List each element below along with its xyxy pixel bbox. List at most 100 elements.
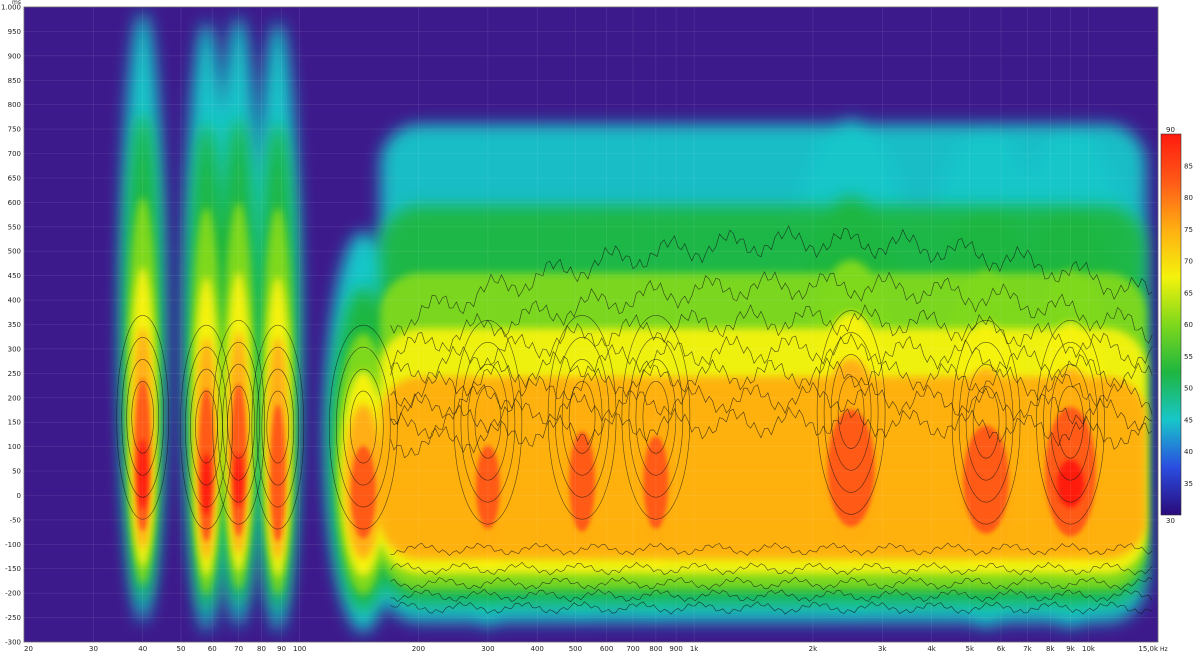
contour-ring xyxy=(256,346,300,508)
x-tick-label: 70 xyxy=(234,645,243,653)
y-tick-label: 800 xyxy=(8,101,21,109)
contour-ring xyxy=(217,341,260,503)
contour-line xyxy=(390,357,1153,426)
contour-ring xyxy=(561,358,603,476)
y-tick-label: -300 xyxy=(5,639,21,647)
y-tick-label: 50 xyxy=(12,468,21,476)
y-tick-label: -50 xyxy=(10,516,21,524)
colorbar: 90 85 80 75 70 65 60 55 50 45 40 35 30 xyxy=(1160,126,1193,525)
colorbar-tick-label: 65 xyxy=(1184,289,1193,297)
x-tick-label: 8k xyxy=(1046,645,1055,653)
contour-ring xyxy=(958,341,1014,503)
contour-ring xyxy=(116,314,169,520)
y-tick-label: 150 xyxy=(8,419,21,427)
x-tick-label: 80 xyxy=(257,645,266,653)
contour-line xyxy=(390,333,1153,409)
contour-ring xyxy=(460,341,516,503)
y-tick-label: -250 xyxy=(5,614,21,622)
contour-ring xyxy=(635,358,677,476)
contour-ring xyxy=(335,346,391,508)
contour-ring xyxy=(131,380,154,454)
heat-blob xyxy=(827,409,875,527)
contour-ring xyxy=(222,363,255,481)
y-tick-label: 500 xyxy=(8,248,21,256)
y-tick-label: -100 xyxy=(5,541,21,549)
x-axis-unit: Hz xyxy=(1160,646,1168,653)
contour-ring xyxy=(965,363,1007,481)
y-tick-label: 950 xyxy=(8,28,21,36)
contour-ring xyxy=(349,390,377,464)
colorbar-tick-label: 30 xyxy=(1166,517,1175,525)
colorbar-tick-label: 85 xyxy=(1184,162,1193,170)
x-tick-label: 6k xyxy=(997,645,1006,653)
colorbar-tick-label: 50 xyxy=(1184,385,1193,393)
y-tick-label: 550 xyxy=(8,223,21,231)
contour-ring xyxy=(816,310,886,515)
heat-blob xyxy=(643,435,669,529)
x-tick-label: 100 xyxy=(293,645,306,653)
heat-band xyxy=(380,376,1147,559)
colorbar-ticks: 90 85 80 75 70 65 60 55 50 45 40 35 30 xyxy=(1166,126,1193,525)
heat-blob xyxy=(351,445,376,539)
colorbar-tick-label: 35 xyxy=(1184,480,1193,488)
y-axis-ticks: 1.00095090085080075070065060055050045040… xyxy=(1,4,21,647)
contour-ring xyxy=(227,385,250,459)
colorbar-tick-label: 75 xyxy=(1184,226,1193,234)
heat-blob xyxy=(138,438,148,509)
x-tick-label: 20 xyxy=(24,645,33,653)
plot-frame xyxy=(23,6,1159,643)
contour-ring xyxy=(830,354,872,471)
x-tick-label: 2k xyxy=(809,645,818,653)
y-tick-label: 600 xyxy=(8,199,21,207)
contour-line xyxy=(390,381,1153,439)
contour-ring xyxy=(266,390,290,464)
x-tick-label: 30 xyxy=(89,645,98,653)
contour-ring xyxy=(453,319,523,525)
y-tick-label: 650 xyxy=(8,175,21,183)
heatmap-layers xyxy=(120,11,1147,633)
x-tick-label: 900 xyxy=(669,645,682,653)
x-tick-label: 800 xyxy=(649,645,662,653)
y-tick-label: 900 xyxy=(8,52,21,60)
contour-ring xyxy=(467,363,509,481)
contour-ring xyxy=(180,324,233,530)
x-tick-label: 400 xyxy=(531,645,544,653)
x-tick-label: 10k xyxy=(1082,645,1096,653)
x-tick-label: 9k xyxy=(1066,645,1075,653)
contour-line xyxy=(390,271,1153,369)
colorbar-tick-label: 90 xyxy=(1166,126,1175,134)
y-tick-label: 400 xyxy=(8,297,21,305)
contour-line xyxy=(390,588,1153,603)
y-tick-label: 250 xyxy=(8,370,21,378)
contour-ring xyxy=(951,319,1021,525)
contour-ring xyxy=(212,319,265,525)
colorbar-tick-label: 70 xyxy=(1184,258,1193,266)
x-tick-label: 500 xyxy=(569,645,582,653)
x-tick-label: 7k xyxy=(1023,645,1032,653)
colorbar-tick-label: 80 xyxy=(1184,194,1193,202)
heat-blob xyxy=(569,431,595,532)
heat-blob xyxy=(1057,459,1084,508)
contour-ring xyxy=(328,324,398,530)
contour-ring xyxy=(568,380,596,454)
heat-blob xyxy=(202,453,211,516)
contour-line xyxy=(390,406,1153,459)
x-tick-label: 40 xyxy=(138,645,147,653)
contour-lines xyxy=(116,225,1153,615)
contour-ring xyxy=(823,332,879,493)
contour-ring xyxy=(1043,341,1098,503)
x-tick-label: 1k xyxy=(690,645,699,653)
contour-ring xyxy=(621,314,691,520)
x-tick-label: 90 xyxy=(277,645,286,653)
contour-ring xyxy=(554,336,610,498)
y-tick-label: 1.000 xyxy=(1,4,21,12)
y-tick-label: -200 xyxy=(5,590,21,598)
heat-blob xyxy=(476,445,500,530)
contour-line xyxy=(390,225,1153,337)
contour-ring xyxy=(628,336,684,498)
y-tick-label: 300 xyxy=(8,345,21,353)
contour-ring xyxy=(126,358,159,476)
contour-ring xyxy=(1036,319,1105,525)
contour-line xyxy=(390,561,1153,576)
heat-layer-88 xyxy=(138,438,1084,516)
